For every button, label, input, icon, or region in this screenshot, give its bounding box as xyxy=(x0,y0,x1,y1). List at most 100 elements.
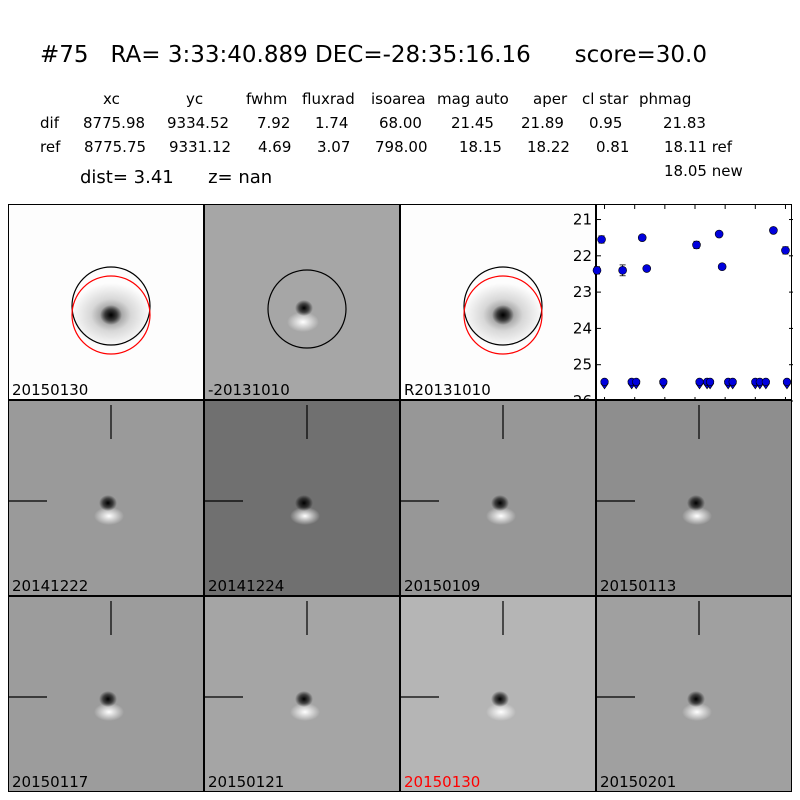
stamp-epoch: 20150121 xyxy=(204,596,400,792)
limit-marker xyxy=(659,377,668,386)
stamp-graphic xyxy=(463,266,543,355)
stamp-graphic xyxy=(71,266,151,355)
stamp-graphic xyxy=(205,405,320,525)
residual-negative xyxy=(99,691,117,707)
data-point xyxy=(717,262,727,272)
stamp-graphic xyxy=(9,405,124,525)
col-header-yc: yc xyxy=(186,90,204,108)
light-curve-svg: 212223242526−120−100−80−60−40−200 xyxy=(573,205,793,421)
residual-positive xyxy=(290,703,320,721)
residual-positive xyxy=(94,507,124,525)
dec-value: DEC=-28:35:16.16 xyxy=(315,42,531,68)
table-cell: 8775.75 xyxy=(84,138,147,156)
aperture-circle xyxy=(71,266,151,346)
col-header-phmag: phmag xyxy=(639,90,692,108)
residual-negative xyxy=(491,691,509,707)
residual-positive xyxy=(290,507,320,525)
table-cell: 3.07 xyxy=(317,138,351,156)
data-marker xyxy=(692,240,701,250)
residual-negative xyxy=(295,495,313,511)
table-cell: 18.22 xyxy=(527,138,570,156)
col-header-fwhm: fwhm xyxy=(246,90,288,108)
limit-marker xyxy=(728,377,737,386)
data-point xyxy=(642,264,652,273)
data-marker xyxy=(717,262,727,272)
stamp-graphic xyxy=(267,269,347,349)
residual-negative xyxy=(687,691,705,707)
upper-limit xyxy=(728,377,737,390)
col-header-isoarea: isoarea xyxy=(371,90,426,108)
stamp-label: 20150109 xyxy=(404,577,481,595)
data-point xyxy=(597,235,606,244)
data-point xyxy=(637,233,647,242)
distance-line: dist= 3.41 z= nan xyxy=(80,167,272,188)
table-cell: 7.92 xyxy=(257,114,291,132)
stamp-reference-image: R20131010 xyxy=(400,204,596,400)
stamp-graphic xyxy=(401,601,516,721)
score-value: score=30.0 xyxy=(574,42,707,68)
table-cell: 21.89 xyxy=(521,114,564,132)
stamp-label: -20131010 xyxy=(208,381,290,399)
new-phmag: 18.05 new xyxy=(664,162,743,180)
row-label-dif: dif xyxy=(40,114,59,132)
stamp-epoch: 20141222 xyxy=(8,400,204,596)
stamp-label: 20150130 xyxy=(12,381,89,399)
table-cell: 18.11 ref xyxy=(664,138,733,156)
data-point xyxy=(714,229,724,239)
upper-limit xyxy=(782,377,792,390)
limit-marker xyxy=(632,377,641,386)
upper-limit xyxy=(755,377,764,390)
source-core xyxy=(492,305,514,325)
stamp-epoch: 20150109 xyxy=(400,400,596,596)
stamp-epoch: 20150113 xyxy=(596,400,792,596)
dist-value: dist= 3.41 xyxy=(80,167,174,188)
data-marker xyxy=(642,264,652,273)
upper-limit xyxy=(695,377,704,390)
col-header-aper: aper xyxy=(533,90,568,108)
data-marker xyxy=(597,235,606,244)
stamp-graphic xyxy=(597,601,712,721)
stamp-graphic xyxy=(9,601,124,721)
reference-circle xyxy=(71,275,151,355)
residual-positive xyxy=(486,703,516,721)
table-cell: 9334.52 xyxy=(167,114,230,132)
aperture-circle xyxy=(463,266,543,346)
table-cell: 4.69 xyxy=(258,138,292,156)
y-tick-label: 25 xyxy=(573,356,592,374)
table-cell: 18.15 xyxy=(459,138,502,156)
table-cell: 21.45 xyxy=(451,114,494,132)
data-marker xyxy=(637,233,647,242)
stamp-label: 20150130 xyxy=(404,773,481,791)
stamp-epoch-current: 20150130 xyxy=(400,596,596,792)
col-header-mag-auto: mag auto xyxy=(437,90,509,108)
y-tick-label: 24 xyxy=(573,319,592,337)
upper-limit xyxy=(600,377,609,390)
limit-marker xyxy=(705,377,715,386)
table-cell: 0.95 xyxy=(589,114,623,132)
stamp-label: 20150121 xyxy=(208,773,285,791)
table-cell: 798.00 xyxy=(375,138,428,156)
stamp-epoch: 20141224 xyxy=(204,400,400,596)
stamp-graphic xyxy=(401,405,516,525)
stamp-label: 20141224 xyxy=(208,577,285,595)
residual-negative xyxy=(295,300,313,316)
light-curve-plot: 212223242526−120−100−80−60−40−200 xyxy=(573,204,793,421)
table-cell: 1.74 xyxy=(315,114,349,132)
residual-positive xyxy=(287,312,319,332)
stamp-new-image: 20150130 xyxy=(8,204,204,400)
limit-marker xyxy=(600,377,609,386)
limit-marker xyxy=(761,377,770,386)
stamp-label: 20150117 xyxy=(12,773,89,791)
z-value: z= nan xyxy=(208,167,273,188)
table-cell: 8775.98 xyxy=(83,114,146,132)
upper-limit xyxy=(761,377,770,390)
residual-positive xyxy=(682,507,712,525)
data-marker xyxy=(781,246,790,255)
reference-circle xyxy=(463,275,543,355)
col-header-xc: xc xyxy=(103,90,120,108)
data-point xyxy=(769,226,778,235)
stamp-epoch: 20150117 xyxy=(8,596,204,792)
ra-value: RA= 3:33:40.889 xyxy=(110,42,308,68)
data-marker xyxy=(714,229,724,239)
row-label-ref: ref xyxy=(40,138,61,156)
